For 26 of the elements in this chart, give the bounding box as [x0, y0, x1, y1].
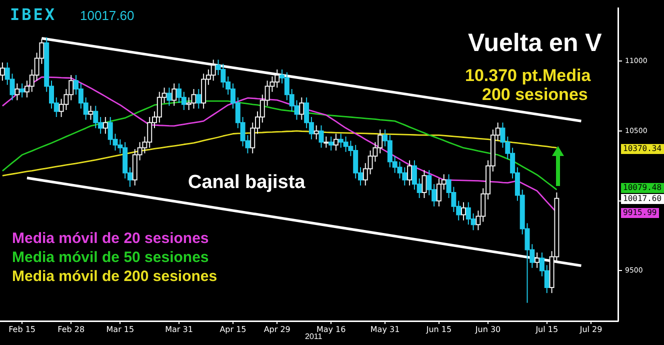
text: 10017.60	[621, 194, 664, 204]
chart-subtitle: 10017.60	[80, 8, 134, 23]
annotation: 200 sesiones	[482, 85, 588, 104]
x-tick-label: Mar 31	[165, 324, 193, 334]
annotation: 10.370 pt.Media	[465, 66, 591, 85]
text: Media móvil de 20 sesiones	[12, 229, 210, 248]
x-tick-label: Feb 28	[58, 324, 85, 334]
text: 9915.99	[621, 208, 659, 218]
text: 10370.34	[621, 144, 664, 154]
x-tick-label: May 31	[370, 324, 400, 334]
x-tick-label: May 16	[316, 324, 346, 334]
chart-title: IBEX	[10, 5, 57, 24]
x-tick-label: Jul 29	[578, 324, 602, 334]
x-tick-label: Jun 30	[474, 324, 501, 334]
text: 2011	[305, 332, 322, 341]
x-tick-label: Apr 29	[264, 324, 290, 334]
x-tick-label: Feb 15	[8, 324, 36, 334]
x-tick-label: Apr 15	[220, 324, 246, 334]
annotation: Canal bajista	[188, 172, 306, 193]
x-tick-label: Mar 15	[106, 324, 134, 334]
text: Media móvil de 50 sesiones	[12, 248, 210, 267]
x-tick-label: Jun 15	[425, 324, 452, 334]
text: Media móvil de 200 sesiones	[12, 267, 218, 286]
text: 10079.48	[621, 183, 664, 193]
annotation: Vuelta en V	[468, 29, 602, 57]
x-tick-label: Jul 15	[534, 324, 558, 334]
